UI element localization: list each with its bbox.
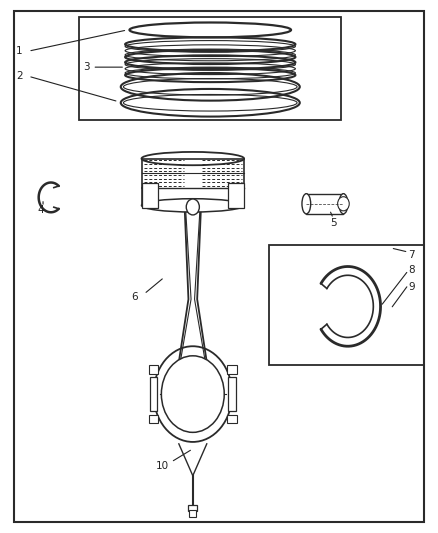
Bar [150, 377, 157, 411]
Ellipse shape [141, 152, 244, 165]
Circle shape [153, 346, 232, 442]
Text: 6: 6 [132, 292, 138, 302]
Ellipse shape [339, 193, 348, 214]
Text: 1: 1 [16, 46, 23, 56]
Text: 2: 2 [16, 71, 23, 81]
Bar [227, 415, 237, 423]
Circle shape [170, 367, 215, 422]
Bar [306, 193, 343, 214]
Circle shape [186, 199, 199, 215]
Bar [228, 377, 236, 411]
Ellipse shape [302, 193, 311, 214]
Bar [188, 505, 197, 511]
Bar [269, 245, 424, 365]
Bar [149, 366, 158, 374]
Bar [227, 366, 237, 374]
Bar [189, 510, 196, 516]
Ellipse shape [153, 354, 232, 434]
Text: 3: 3 [84, 62, 90, 72]
Text: 9: 9 [408, 282, 415, 292]
Bar [79, 17, 341, 120]
Text: 5: 5 [330, 218, 337, 228]
Text: 8: 8 [408, 265, 415, 275]
Bar [149, 415, 158, 423]
Circle shape [161, 356, 224, 432]
Polygon shape [179, 444, 207, 476]
Text: 7: 7 [408, 250, 415, 260]
Ellipse shape [141, 199, 244, 212]
Text: 4: 4 [38, 205, 44, 215]
Bar [227, 182, 244, 208]
Circle shape [338, 197, 349, 211]
Text: 10: 10 [155, 461, 169, 471]
Bar [141, 182, 158, 208]
